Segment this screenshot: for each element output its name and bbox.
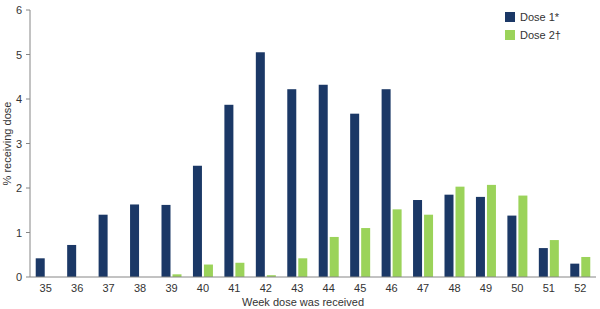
bar [487, 185, 496, 277]
x-tick-label: 42 [260, 282, 272, 294]
y-tick-label: 0 [16, 271, 22, 283]
bar [570, 264, 579, 277]
y-axis-label: % receiving dose [1, 102, 13, 186]
bar [330, 237, 339, 277]
y-tick [26, 232, 30, 233]
bar [67, 245, 76, 277]
bar [162, 205, 171, 277]
x-tick-label: 41 [228, 282, 240, 294]
x-tick-label: 48 [448, 282, 460, 294]
bar [539, 248, 548, 277]
y-tick [26, 10, 30, 11]
bar [287, 89, 296, 277]
y-tick-label: 3 [16, 138, 22, 150]
bar [361, 228, 370, 277]
chart: 0123456353637383940414243444546474849505… [0, 0, 600, 309]
y-tick [26, 188, 30, 189]
x-tick-label: 47 [417, 282, 429, 294]
y-tick-label: 2 [16, 182, 22, 194]
bar [130, 204, 139, 277]
y-tick-label: 6 [16, 4, 22, 16]
y-tick-label: 4 [16, 93, 22, 105]
bar [507, 216, 516, 277]
x-tick-label: 35 [40, 282, 52, 294]
x-tick-label: 52 [574, 282, 586, 294]
bar [413, 200, 422, 277]
x-axis [30, 277, 596, 278]
bar [476, 197, 485, 277]
x-tick-label: 49 [480, 282, 492, 294]
y-tick-label: 1 [16, 227, 22, 239]
bar [581, 257, 590, 277]
x-tick-label: 39 [165, 282, 177, 294]
bar [445, 195, 454, 277]
bar [319, 85, 328, 277]
bar [424, 215, 433, 277]
legend-swatch [505, 12, 515, 22]
bar [518, 196, 527, 277]
bars [36, 52, 591, 277]
x-axis-label: Week dose was received [242, 296, 364, 308]
bar [550, 240, 559, 277]
bar [235, 263, 244, 277]
x-tick-label: 37 [102, 282, 114, 294]
legend-swatch [505, 30, 515, 40]
x-tick-label: 44 [323, 282, 335, 294]
y-tick [26, 99, 30, 100]
bar [298, 258, 307, 277]
x-tick-label: 43 [291, 282, 303, 294]
y-tick [26, 143, 30, 144]
y-tick [26, 54, 30, 55]
bar [204, 265, 213, 277]
x-tick-label: 38 [134, 282, 146, 294]
x-tick-label: 45 [354, 282, 366, 294]
legend-label: Dose 1* [520, 11, 560, 23]
bar [382, 89, 391, 277]
x-tick-label: 36 [71, 282, 83, 294]
y-tick-label: 5 [16, 49, 22, 61]
y-tick [26, 277, 30, 278]
bar [256, 52, 265, 277]
bar [456, 187, 465, 277]
x-tick-label: 50 [511, 282, 523, 294]
bar [193, 166, 202, 277]
bar [224, 105, 233, 277]
bar [99, 215, 108, 277]
legend-label: Dose 2† [520, 29, 561, 41]
bar [36, 258, 45, 277]
x-tick-label: 40 [197, 282, 209, 294]
x-tick-label: 51 [543, 282, 555, 294]
bar [393, 209, 402, 277]
bar [350, 114, 359, 277]
x-tick-label: 46 [385, 282, 397, 294]
